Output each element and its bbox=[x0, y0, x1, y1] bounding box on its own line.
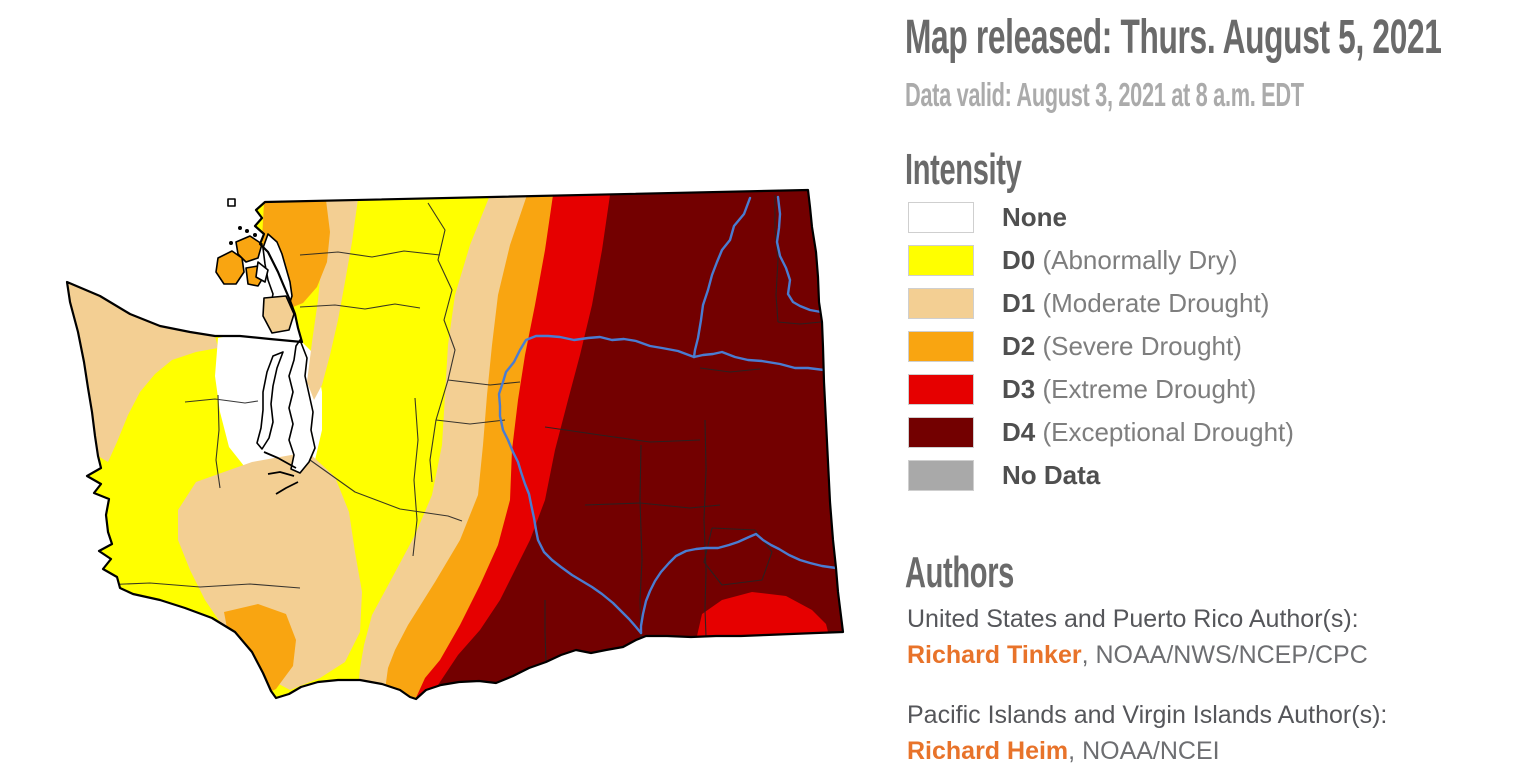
legend-label: D2 bbox=[1002, 331, 1036, 361]
county-boundaries bbox=[99, 195, 822, 663]
author-link-richard-heim[interactable]: Richard Heim bbox=[907, 737, 1069, 765]
region-d2-southwest bbox=[224, 604, 296, 696]
authors-heading: Authors bbox=[905, 548, 1070, 597]
legend-row-d4: D4 (Exceptional Drought) bbox=[908, 417, 1294, 448]
legend-swatch-none bbox=[908, 202, 974, 233]
author-group-us: United States and Puerto Rico Author(s):… bbox=[907, 601, 1387, 673]
san-juan-island-1 bbox=[215, 250, 245, 285]
intensity-legend: None D0 (Abnormally Dry) D1 (Moderate Dr… bbox=[908, 202, 1294, 491]
hood-canal bbox=[256, 351, 284, 450]
south-sound-inlets bbox=[263, 451, 299, 495]
legend-row-nodata: No Data bbox=[908, 460, 1294, 491]
map-released-text: Map released: Thurs. August 5, 2021 bbox=[905, 11, 1442, 64]
legend-swatch-d1 bbox=[908, 288, 974, 319]
river-columbia bbox=[497, 334, 696, 635]
data-valid-heading: Data valid: August 3, 2021 at 8 a.m. EDT bbox=[905, 76, 1509, 113]
author-link-richard-tinker[interactable]: Richard Tinker bbox=[907, 641, 1082, 669]
authors-section: United States and Puerto Rico Author(s):… bbox=[907, 601, 1387, 781]
river-snake bbox=[639, 532, 838, 635]
legend-label: D3 bbox=[1002, 374, 1036, 404]
region-d1-northwest bbox=[67, 282, 218, 462]
river-okanogan bbox=[692, 196, 752, 359]
data-valid-text: Data valid: August 3, 2021 at 8 a.m. EDT bbox=[905, 76, 1304, 113]
kitsap-tan-peninsula bbox=[262, 295, 295, 334]
legend-row-d3: D3 (Extreme Drought) bbox=[908, 374, 1294, 405]
author-group-pacific: Pacific Islands and Virgin Islands Autho… bbox=[907, 697, 1387, 769]
region-d1-north-band bbox=[307, 199, 358, 400]
legend-label: D4 bbox=[1002, 417, 1036, 447]
state-outline bbox=[65, 188, 845, 701]
intensity-heading: Intensity bbox=[905, 145, 1081, 194]
author-region-label: United States and Puerto Rico Author(s): bbox=[907, 605, 1359, 633]
point-roberts bbox=[227, 198, 236, 207]
legend-label: D1 bbox=[1002, 288, 1036, 318]
legend-label: D0 bbox=[1002, 245, 1036, 275]
river-columbia-ne bbox=[775, 195, 823, 314]
region-d3-southeast bbox=[697, 592, 829, 636]
author-affiliation: , NOAA/NCEI bbox=[1068, 737, 1220, 765]
legend-label: None bbox=[1002, 202, 1067, 232]
drought-map-washington bbox=[65, 188, 845, 701]
legend-row-d0: D0 (Abnormally Dry) bbox=[908, 245, 1294, 276]
legend-swatch-d3 bbox=[908, 374, 974, 405]
san-juan-island-2 bbox=[235, 235, 263, 263]
river-spokane bbox=[692, 350, 826, 372]
legend-swatch-nodata bbox=[908, 460, 974, 491]
author-region-label: Pacific Islands and Virgin Islands Autho… bbox=[907, 701, 1388, 729]
sound-main-channel bbox=[288, 339, 316, 474]
rivers bbox=[497, 195, 838, 635]
legend-swatch-d4 bbox=[908, 417, 974, 448]
legend-swatch-d0 bbox=[908, 245, 974, 276]
legend-row-d2: D2 (Severe Drought) bbox=[908, 331, 1294, 362]
legend-swatch-d2 bbox=[908, 331, 974, 362]
small-islets bbox=[229, 226, 257, 245]
intensity-title-text: Intensity bbox=[905, 145, 1022, 194]
legend-label: No Data bbox=[1002, 460, 1101, 490]
authors-title-text: Authors bbox=[905, 548, 1015, 597]
region-d1-southwest bbox=[178, 452, 362, 690]
map-released-heading: Map released: Thurs. August 5, 2021 bbox=[905, 11, 1536, 65]
legend-row-d1: D1 (Moderate Drought) bbox=[908, 288, 1294, 319]
map-fill-regions bbox=[67, 190, 843, 699]
camano-island bbox=[255, 261, 269, 283]
legend-row-none: None bbox=[908, 202, 1294, 233]
author-affiliation: , NOAA/NWS/NCEP/CPC bbox=[1081, 641, 1368, 669]
